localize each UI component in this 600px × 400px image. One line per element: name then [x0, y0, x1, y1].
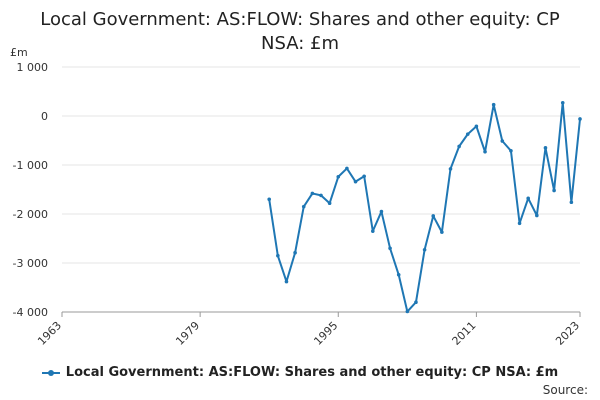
y-axis-tick-labels: 1 000 0 -1 000 -2 000 -3 000 -4 000 [13, 61, 48, 319]
data-point[interactable] [569, 200, 574, 205]
chart-title-line-2: NSA: £m [261, 33, 339, 54]
data-point[interactable] [345, 166, 349, 171]
data-point[interactable] [388, 246, 392, 251]
data-point[interactable] [371, 229, 375, 233]
x-tick-label: 2011 [450, 319, 479, 348]
data-point[interactable] [552, 188, 556, 193]
data-point[interactable] [517, 221, 522, 226]
y-tick-label: -1 000 [13, 159, 48, 172]
data-point[interactable] [284, 279, 289, 284]
data-point[interactable] [327, 201, 332, 206]
chart-title: Local Government: AS:FLOW: Shares and ot… [0, 8, 600, 56]
data-point[interactable] [560, 100, 565, 105]
y-tick-label: -2 000 [13, 208, 48, 221]
data-point[interactable] [276, 253, 280, 258]
series-line [268, 101, 581, 313]
x-axis-tick-labels: 1963 1979 1995 2011 2023 [35, 319, 582, 348]
data-point[interactable] [483, 149, 487, 154]
data-point[interactable] [414, 300, 418, 305]
data-point[interactable] [465, 132, 470, 136]
data-point[interactable] [353, 179, 358, 184]
data-point[interactable] [431, 214, 436, 218]
data-point[interactable] [379, 209, 384, 214]
grid-lines [62, 66, 580, 313]
data-point[interactable] [474, 124, 479, 129]
data-point[interactable] [578, 117, 582, 121]
data-point[interactable] [362, 174, 366, 179]
x-tick-label: 1979 [173, 319, 202, 348]
data-point[interactable] [396, 272, 401, 277]
data-point[interactable] [500, 139, 505, 143]
y-axis-unit-label: £m [10, 46, 28, 59]
chart-title-line-1: Local Government: AS:FLOW: Shares and ot… [40, 9, 560, 30]
y-tick-label: -3 000 [13, 257, 48, 270]
source-label: Source: [542, 383, 588, 397]
data-point[interactable] [336, 174, 341, 179]
data-point[interactable] [509, 148, 513, 153]
data-point[interactable] [301, 204, 306, 209]
data-point[interactable] [543, 146, 548, 150]
series-line-group [267, 100, 582, 314]
data-point[interactable] [448, 167, 453, 171]
legend[interactable]: Local Government: AS:FLOW: Shares and ot… [0, 365, 600, 380]
data-point[interactable] [405, 309, 410, 314]
data-point[interactable] [526, 196, 530, 201]
y-tick-label: 1 000 [17, 61, 49, 74]
data-point[interactable] [440, 230, 444, 234]
data-point[interactable] [422, 247, 427, 252]
x-tick-label: 2023 [553, 319, 582, 348]
y-tick-label: -4 000 [13, 306, 48, 319]
data-point[interactable] [310, 191, 315, 196]
data-point[interactable] [457, 144, 461, 149]
data-point[interactable] [535, 213, 539, 218]
legend-series-label: Local Government: AS:FLOW: Shares and ot… [65, 365, 559, 380]
data-point[interactable] [319, 193, 323, 198]
x-tick-label: 1995 [311, 319, 340, 348]
data-point[interactable] [267, 197, 272, 202]
data-point[interactable] [293, 250, 297, 255]
x-axis [61, 311, 581, 317]
legend-series-swatch [41, 369, 60, 376]
x-tick-label: 1963 [35, 319, 64, 348]
data-point[interactable] [491, 102, 496, 107]
y-tick-label: 0 [41, 110, 48, 123]
